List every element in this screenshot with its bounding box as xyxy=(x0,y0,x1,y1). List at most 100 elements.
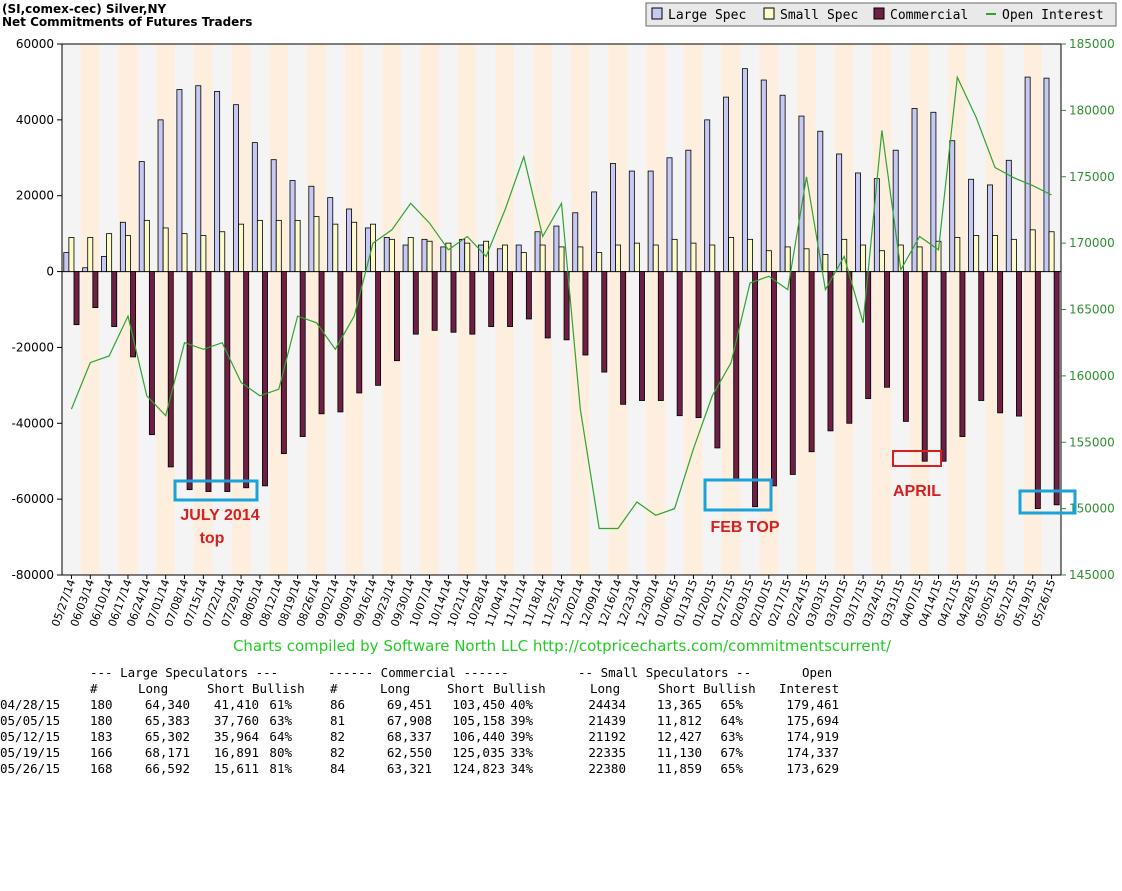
small-spec-bar xyxy=(388,238,395,272)
commercial-bar xyxy=(695,271,702,418)
large-spec-bar xyxy=(402,244,409,272)
table-cell: 39% xyxy=(510,729,533,744)
commercial-bar xyxy=(525,271,532,320)
july-top-box xyxy=(173,479,259,502)
april-box xyxy=(892,450,942,467)
table-cell: 65,383 xyxy=(144,713,190,728)
large-spec-bar xyxy=(308,185,315,272)
legend-open-interest: Open Interest xyxy=(1002,8,1104,23)
commercial-bar xyxy=(167,271,174,468)
commercial-bar xyxy=(808,271,815,453)
legend-small-spec-swatch xyxy=(763,7,775,20)
small-spec-bar xyxy=(822,254,829,272)
small-spec-bar xyxy=(256,219,263,272)
large-spec-bar xyxy=(1024,76,1031,272)
table-cell: 13,365 xyxy=(656,697,702,712)
large-spec-bar xyxy=(968,178,975,272)
small-spec-bar xyxy=(690,242,697,272)
large-spec-bar xyxy=(496,248,503,272)
large-spec-bar xyxy=(704,119,711,272)
table-cell: 63,321 xyxy=(386,761,432,776)
table-cell: 21192 xyxy=(588,729,626,744)
small-spec-bar xyxy=(916,246,923,272)
commercial-bar xyxy=(789,271,796,475)
commercial-bar xyxy=(507,271,513,327)
table-cell: 33% xyxy=(510,745,533,760)
small-spec-bar xyxy=(125,235,131,272)
large-spec-bar xyxy=(233,104,239,272)
small-spec-bar xyxy=(313,216,320,272)
commercial-bar xyxy=(280,271,287,455)
table-cell: 183 xyxy=(90,729,113,744)
table-cell: 04/28/15 xyxy=(0,697,61,712)
week-band xyxy=(438,44,458,575)
table-cell: 166 xyxy=(90,745,113,760)
large-spec-bar xyxy=(289,180,296,272)
commercial-bar xyxy=(375,271,382,386)
commercial-bar xyxy=(1034,271,1041,509)
small-spec-bar xyxy=(68,237,75,272)
week-band xyxy=(118,44,138,575)
table-cell: 174,919 xyxy=(786,729,839,744)
table-cell: 11,859 xyxy=(656,761,702,776)
commercial-bar xyxy=(1016,271,1022,417)
small-spec-bar xyxy=(652,244,659,272)
small-spec-bar xyxy=(238,223,245,272)
left-tick-label: -60000 xyxy=(11,492,54,506)
small-spec-bar xyxy=(1029,229,1036,272)
commercial-bar xyxy=(469,271,476,335)
commercial-bar xyxy=(563,271,570,341)
april-label: APRIL xyxy=(893,483,941,500)
right-tick-label: 170000 xyxy=(1069,236,1115,250)
commercial-bar xyxy=(978,271,985,401)
week-band xyxy=(533,44,553,575)
week-band xyxy=(476,44,496,575)
large-spec-bar xyxy=(553,225,560,272)
week-band xyxy=(495,44,515,575)
july-2014-label: JULY 2014 xyxy=(180,507,259,524)
large-spec-bar xyxy=(873,178,880,272)
commercial-bar xyxy=(488,271,495,327)
right-tick-label: 150000 xyxy=(1069,502,1115,516)
right-axis-ticks: 185000 180000 175000 170000 165000 160000 1550… xyxy=(1061,37,1115,582)
small-spec-bar xyxy=(426,240,433,272)
col-c-bullish: Bullish xyxy=(493,681,546,696)
large-spec-bar xyxy=(741,68,748,272)
right-tick-label: 185000 xyxy=(1069,37,1115,51)
large-spec-bar xyxy=(421,238,428,272)
small-spec-bar xyxy=(897,244,904,272)
table-cell: 80% xyxy=(269,745,292,760)
commercial-bar xyxy=(582,271,589,356)
small-spec-bar xyxy=(709,244,716,272)
table-cell: 41,410 xyxy=(213,697,259,712)
col-ls-bullish: Bullish xyxy=(252,681,305,696)
table-cell: 82 xyxy=(330,745,346,760)
small-spec-bar xyxy=(445,242,452,272)
commercial-bar xyxy=(186,271,193,491)
table-cell: 173,629 xyxy=(786,761,839,776)
right-tick-label: 155000 xyxy=(1069,435,1115,449)
small-spec-bar xyxy=(1010,238,1017,272)
small-spec-bar xyxy=(747,238,753,272)
right-tick-label: 175000 xyxy=(1069,170,1115,184)
small-spec-bar xyxy=(878,250,885,272)
table-cell: 125,035 xyxy=(452,745,505,760)
large-spec-bar xyxy=(836,153,843,272)
left-tick-label: -40000 xyxy=(11,416,54,430)
table-cell: 81 xyxy=(330,713,346,728)
feb-top-box xyxy=(703,478,773,512)
large-spec-bar xyxy=(214,91,221,272)
chart-subtitle: Net Commitments of Futures Traders xyxy=(2,15,252,29)
table-cell: 66,592 xyxy=(144,761,190,776)
table-cell: 65,302 xyxy=(144,729,190,744)
table-cell: 16,891 xyxy=(213,745,259,760)
large-spec-bar xyxy=(101,255,107,272)
small-spec-bar xyxy=(539,244,546,272)
small-spec-bar xyxy=(106,233,113,272)
commercial-bar xyxy=(714,271,721,449)
commercial-bar xyxy=(148,271,155,436)
legend: Large Spec Small Spec Commercial Open In… xyxy=(645,2,1117,27)
large-spec-bar xyxy=(591,191,598,272)
legend-small-spec: Small Spec xyxy=(780,8,858,23)
commercial-bar xyxy=(902,271,909,422)
